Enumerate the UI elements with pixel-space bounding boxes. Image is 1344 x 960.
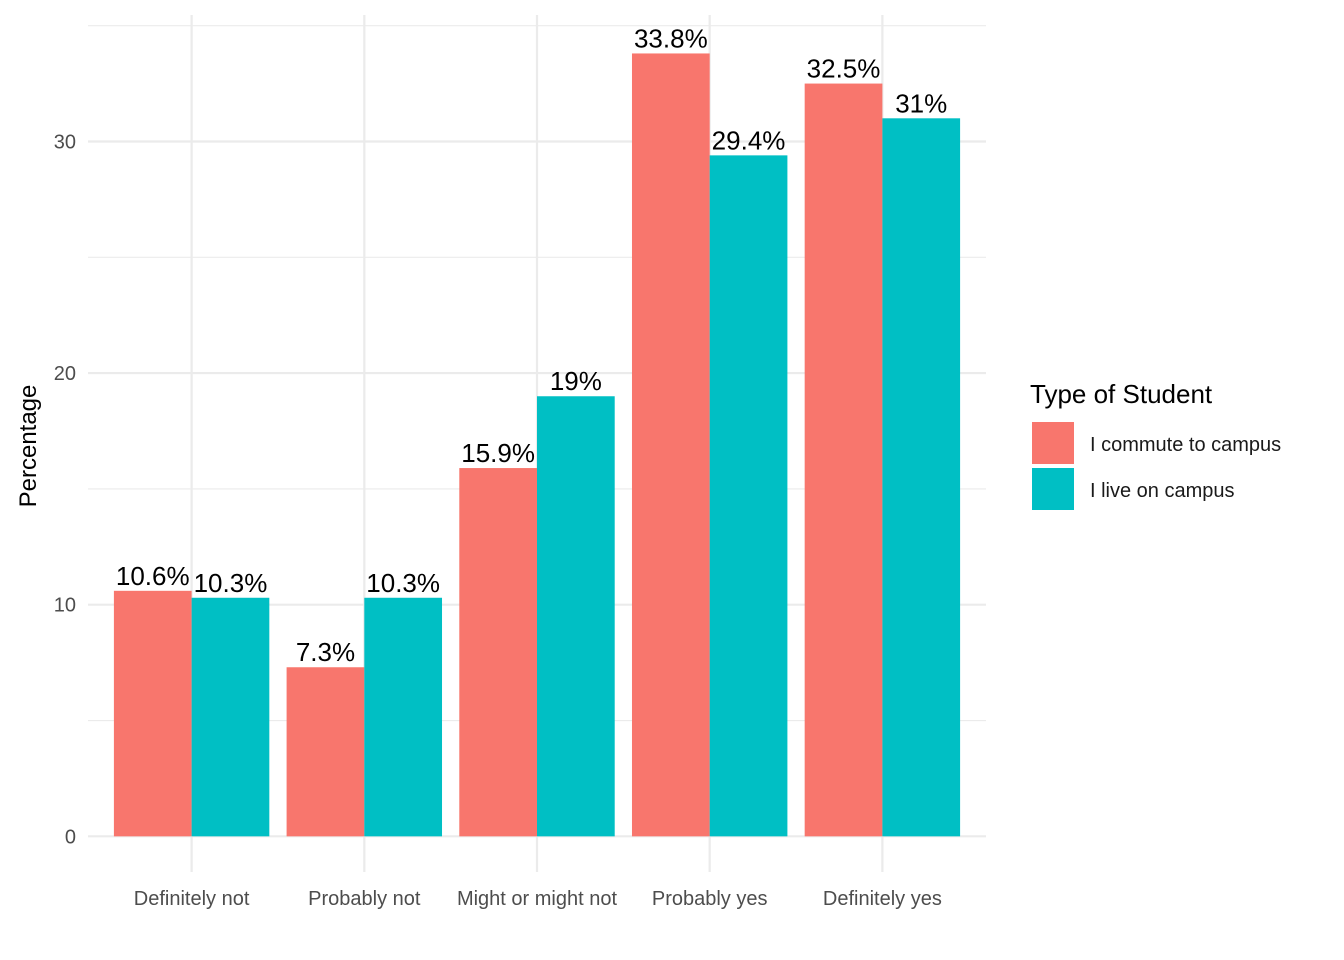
bar [459,468,537,837]
bar [113,590,192,837]
legend-title: Type of Student [1030,379,1213,409]
bar [804,83,883,837]
data-label: 29.4% [712,125,786,155]
bar [631,53,710,837]
bar [364,597,443,837]
legend-label: I commute to campus [1090,434,1281,456]
legend-label: I live on campus [1090,480,1235,502]
data-label: 10.3% [194,568,268,598]
x-tick-label: Probably not [308,888,421,910]
bar [191,597,270,837]
data-label: 32.5% [807,54,881,84]
y-axis-ticks: 0 10 20 30 [54,131,76,848]
y-axis-title: Percentage [15,385,42,508]
y-tick-label: 0 [65,826,76,848]
data-label: 10.6% [116,561,190,591]
bar [882,118,961,837]
bar [709,155,788,837]
legend-swatch [1032,422,1074,464]
data-label: 10.3% [366,568,440,598]
data-label: 19% [550,366,602,396]
y-tick-label: 20 [54,363,76,385]
y-tick-label: 10 [54,595,76,617]
legend-swatch [1032,468,1074,510]
data-label: 33.8% [634,23,708,53]
data-labels: 10.6% 7.3% 15.9% 33.8% 32.5% 10.3% 10.3% 19% 29.… [116,23,947,667]
bar [286,667,365,837]
legend: Type of Student I commute to campus I liv… [1030,379,1281,510]
bars [113,53,961,837]
x-tick-label: Definitely not [134,888,250,910]
y-tick-label: 30 [54,131,76,153]
data-label: 7.3% [296,637,355,667]
x-tick-label: Definitely yes [823,888,942,910]
x-axis-ticks: Definitely not Probably not Might or might… [134,888,942,910]
bar [537,396,615,837]
x-tick-label: Probably yes [652,888,768,910]
data-label: 31% [895,88,947,118]
x-tick-label: Might or might not [457,888,618,910]
data-label: 15.9% [461,438,535,468]
